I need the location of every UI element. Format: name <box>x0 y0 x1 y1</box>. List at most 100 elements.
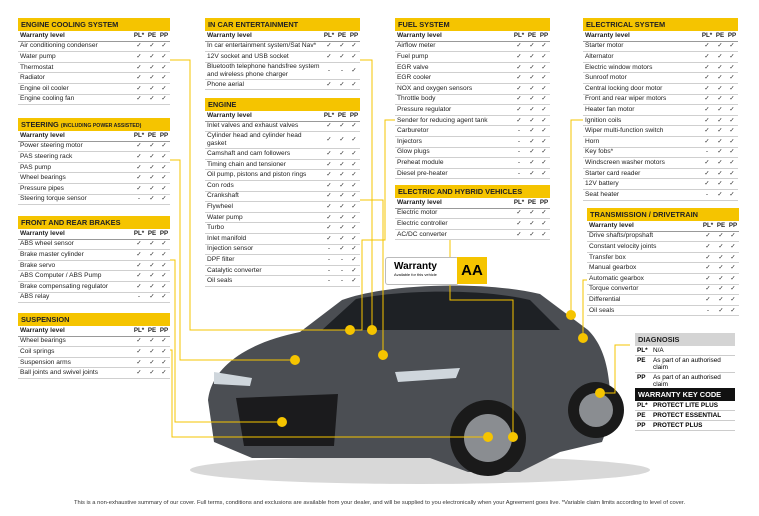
cover-cell: ✓ <box>136 95 142 103</box>
cover-cell: ✓ <box>729 63 735 71</box>
table-row: ABS Computer / ABS Pump ✓ ✓ ✓ <box>18 271 170 282</box>
part-name: Con rods <box>207 181 234 189</box>
coverage-table: FRONT AND REAR BRAKES Warranty level PL* PE… <box>18 216 170 304</box>
part-name: Diesel pre-heater <box>397 169 448 177</box>
table-row: 12V battery ✓ ✓ ✓ <box>583 179 738 190</box>
part-name: Fuel pump <box>397 52 429 60</box>
part-name: Wheel bearings <box>20 337 66 345</box>
sign-text: Available for this vehicle <box>394 272 437 277</box>
part-name: Oil seals <box>589 306 615 314</box>
header-cell: PP <box>349 111 359 119</box>
cover-cell: ✓ <box>705 285 711 293</box>
cover-cell: ✓ <box>516 74 522 82</box>
part-name: Water pump <box>207 213 243 221</box>
part-name: Flywheel <box>207 202 234 210</box>
coverage-table: ENGINE Warranty level PL* PE PP Inlet valves … <box>205 98 360 287</box>
table-row: Carburetor - ✓ ✓ <box>395 126 550 137</box>
cover-cell: ✓ <box>704 52 710 60</box>
cover-cell: ✓ <box>136 42 142 50</box>
cover-cell: ✓ <box>351 234 357 242</box>
cover-cell: ✓ <box>136 174 142 182</box>
cover-cell: ✓ <box>729 105 735 113</box>
cover-cell: ✓ <box>136 369 142 377</box>
cover-cell: ✓ <box>149 282 155 290</box>
header-cell: PP <box>728 221 738 229</box>
header-cell: PL* <box>133 326 145 334</box>
cover-cell: ✓ <box>730 232 736 240</box>
header-cell: PP <box>159 326 169 334</box>
part-name: Air conditioning condenser <box>20 42 98 50</box>
header-cell: PE <box>716 221 726 229</box>
cover-cell: ✓ <box>351 255 357 263</box>
cover-cell: ✓ <box>717 84 723 92</box>
cover-cell: ✓ <box>351 266 357 274</box>
coverage-table: IN CAR ENTERTAINMENT Warranty level PL* PE P… <box>205 18 360 91</box>
part-name: Central locking door motor <box>585 84 663 92</box>
cover-cell: - <box>327 266 331 274</box>
cover-cell: ✓ <box>339 245 345 253</box>
cover-cell: ✓ <box>161 195 167 203</box>
cover-cell: ✓ <box>136 142 142 150</box>
cover-cell: ✓ <box>529 158 535 166</box>
cover-cell: ✓ <box>351 181 357 189</box>
coverage-table: STEERING (INCLUDING POWER ASSISTED) Warra… <box>18 118 170 206</box>
table-row: Preheat module - ✓ ✓ <box>395 158 550 169</box>
header-cell: PP <box>349 31 359 39</box>
header-cell: PP <box>159 229 169 237</box>
table-row: Oil seals - - ✓ <box>205 276 360 287</box>
part-name: Preheat module <box>397 158 444 166</box>
cover-cell: ✓ <box>730 242 736 250</box>
cover-cell: ✓ <box>351 149 357 157</box>
key-row: PL* N/A <box>635 346 735 356</box>
title-text: TRANSMISSION / DRIVETRAIN <box>590 210 698 219</box>
table-row: Radiator ✓ ✓ ✓ <box>18 73 170 84</box>
cover-cell: ✓ <box>541 230 547 238</box>
header-cell: PP <box>539 31 549 39</box>
cover-cell: ✓ <box>516 116 522 124</box>
key-code: PE <box>637 357 646 364</box>
table-row: Fuel pump ✓ ✓ ✓ <box>395 52 550 63</box>
cover-cell: ✓ <box>161 52 167 60</box>
part-name: Electric window motors <box>585 63 653 71</box>
header-cell: PP <box>539 198 549 206</box>
part-name: Bluetooth telephone handsfree system and… <box>207 62 320 78</box>
table-title: FUEL SYSTEM <box>395 18 550 31</box>
part-name: PAS pump <box>20 163 52 171</box>
table-row: ABS wheel sensor ✓ ✓ ✓ <box>18 240 170 251</box>
header-cell: PE <box>147 31 157 39</box>
cover-cell: ✓ <box>149 95 155 103</box>
part-name: Heater fan motor <box>585 105 635 113</box>
cover-cell: ✓ <box>705 232 711 240</box>
cover-cell: ✓ <box>529 42 535 50</box>
cover-cell: ✓ <box>718 295 724 303</box>
cover-cell: ✓ <box>516 219 522 227</box>
cover-cell: ✓ <box>136 163 142 171</box>
key-desc: PROTECT PLUS <box>653 422 703 429</box>
cover-cell: ✓ <box>339 42 345 50</box>
cover-cell: ✓ <box>529 52 535 60</box>
header-cell: Warranty level <box>20 229 65 237</box>
cover-cell: ✓ <box>136 74 142 82</box>
table-row: Key fobs* - ✓ ✓ <box>583 148 738 159</box>
table-row: Phone aerial ✓ ✓ ✓ <box>205 80 360 91</box>
cover-cell: ✓ <box>161 282 167 290</box>
table-row: Brake master cylinder ✓ ✓ ✓ <box>18 250 170 261</box>
header-cell: PP <box>159 131 169 139</box>
cover-cell: ✓ <box>529 127 535 135</box>
header-row: Warranty level PL* PE PP <box>587 221 739 232</box>
cover-cell: ✓ <box>136 184 142 192</box>
table-row: Camshaft and cam followers ✓ ✓ ✓ <box>205 149 360 160</box>
table-row: Pressure regulator ✓ ✓ ✓ <box>395 105 550 116</box>
part-name: Wiper multi-function switch <box>585 127 664 135</box>
cover-cell: - <box>706 306 710 314</box>
title-text: ENGINE <box>208 100 237 109</box>
part-name: Carburetor <box>397 127 429 135</box>
cover-cell: ✓ <box>717 52 723 60</box>
cover-cell: ✓ <box>516 209 522 217</box>
cover-cell: ✓ <box>529 95 535 103</box>
cover-cell: ✓ <box>326 181 332 189</box>
table-row: Timing chain and tensioner ✓ ✓ ✓ <box>205 160 360 171</box>
coverage-table: TRANSMISSION / DRIVETRAIN Warranty level P… <box>587 208 739 317</box>
cover-cell: ✓ <box>136 272 142 280</box>
